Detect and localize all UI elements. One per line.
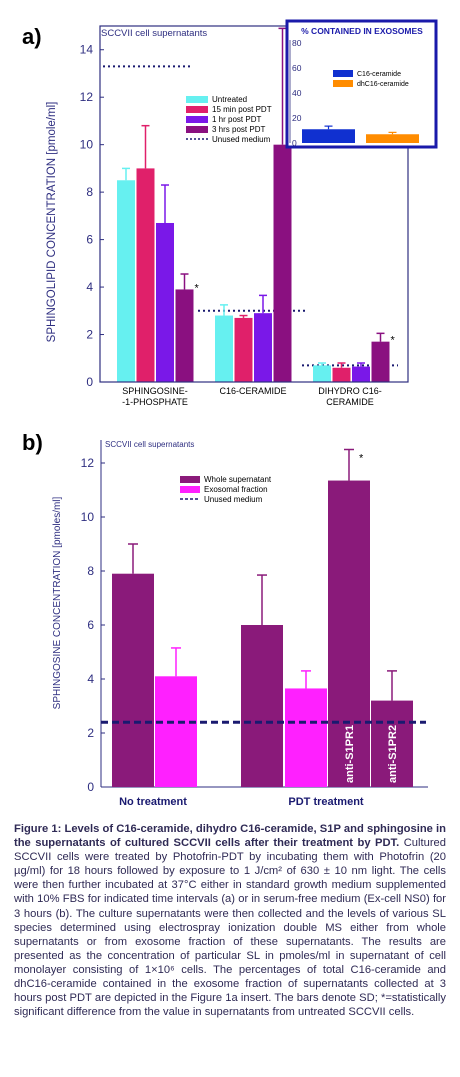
y-tick-label: 12 bbox=[81, 456, 95, 470]
figure-caption: Figure 1: Levels of C16-ceramide, dihydr… bbox=[14, 822, 446, 1019]
bar bbox=[155, 676, 197, 787]
caption-lead: Figure 1: Levels of C16-ceramide, dihydr… bbox=[14, 823, 446, 850]
caption-body: Cultured SCCVII cells were treated by Ph… bbox=[14, 837, 446, 1019]
inset-tick-label: 40 bbox=[292, 88, 302, 98]
y-tick-label: 14 bbox=[80, 43, 94, 57]
legend-swatch bbox=[186, 126, 208, 133]
bar-label: anti-S1PR2 bbox=[387, 725, 399, 783]
y-tick-label: 10 bbox=[80, 138, 94, 152]
bar bbox=[156, 222, 174, 382]
legend-label: Whole supernatant bbox=[204, 475, 272, 484]
inset-legend-label: C16-ceramide bbox=[357, 71, 401, 78]
significance-marker: * bbox=[359, 453, 364, 465]
bar bbox=[175, 289, 194, 382]
inset-legend-swatch bbox=[333, 80, 353, 87]
inset-chart: % CONTAINED IN EXOSOMES 0 20 40 60 80 C16-cer… bbox=[285, 19, 438, 149]
legend-label: 3 hrs post PDT bbox=[212, 125, 265, 134]
legend-swatch bbox=[180, 486, 200, 493]
bar bbox=[215, 315, 233, 382]
legend-label: Untreated bbox=[212, 95, 247, 104]
y-tick-label: 0 bbox=[87, 780, 94, 794]
bar bbox=[117, 180, 135, 382]
plot-frame bbox=[99, 25, 409, 383]
y-tick-label: 2 bbox=[87, 726, 94, 740]
y-tick-label: 8 bbox=[86, 185, 93, 199]
bar bbox=[332, 367, 351, 382]
bar bbox=[328, 480, 370, 787]
bar bbox=[241, 625, 283, 787]
y-tick-label: 12 bbox=[80, 90, 94, 104]
panel-a-ylabel: SPHINGOLIPID CONCENTRATION [pmole/ml] bbox=[46, 102, 58, 343]
bar bbox=[273, 144, 292, 382]
legend-label: Unused medium bbox=[204, 495, 263, 504]
inset-bar bbox=[302, 129, 355, 143]
legend-label: 1 hr post PDT bbox=[212, 115, 261, 124]
inset-tick-label: 20 bbox=[292, 113, 302, 123]
y-tick-label: 0 bbox=[86, 375, 93, 389]
inset-legend-label: dhC16-ceramide bbox=[357, 81, 409, 88]
category-label: CERAMIDE bbox=[326, 397, 374, 407]
panel-b-ylabel: SPHINGOSINE CONCENTRATION [pmoles/ml] bbox=[52, 496, 63, 709]
y-axis-ticks: 0 2 4 6 8 10 12 14 bbox=[80, 43, 104, 389]
chart-a: a) SCCVII cell supernatants SPHINGOLIPID… bbox=[22, 19, 438, 407]
panel-a-label: a) bbox=[22, 24, 42, 49]
inset-legend-swatch bbox=[333, 70, 353, 77]
bar bbox=[112, 573, 154, 787]
bar bbox=[313, 365, 331, 382]
panel-b-label: b) bbox=[22, 430, 43, 455]
legend-label: Unused medium bbox=[212, 135, 271, 144]
bar-label: anti-S1PR1 bbox=[344, 725, 356, 783]
inset-tick-label: 80 bbox=[292, 38, 302, 48]
group-label-pdt-treatment: PDT treatment bbox=[288, 796, 364, 808]
inset-tick-label: 0 bbox=[292, 138, 297, 148]
panel-b-subtitle: SCCVII cell supernatants bbox=[105, 440, 194, 449]
legend-label: 15 min post PDT bbox=[212, 105, 272, 114]
legend-swatch bbox=[180, 476, 200, 483]
y-tick-label: 2 bbox=[86, 328, 93, 342]
significance-marker: * bbox=[195, 282, 200, 294]
bar bbox=[285, 688, 327, 787]
inset-bar bbox=[366, 134, 419, 143]
y-tick-label: 8 bbox=[87, 564, 94, 578]
inset-title: % CONTAINED IN EXOSOMES bbox=[301, 26, 423, 36]
bar bbox=[352, 366, 370, 382]
bar-marks: *** bbox=[117, 27, 396, 382]
category-label: -1-PHOSPHATE bbox=[122, 397, 188, 407]
bar-marks: * anti-S1PR1 anti-S1PR2 bbox=[112, 448, 413, 787]
category-labels: SPHINGOSINE--1-PHOSPHATE C16-CERAMIDE DIHY… bbox=[122, 386, 382, 407]
y-tick-label: 6 bbox=[86, 233, 93, 247]
bar bbox=[136, 168, 155, 382]
legend-swatch bbox=[186, 96, 208, 103]
inset-frame bbox=[285, 19, 438, 149]
panel-a-subtitle: SCCVII cell supernatants bbox=[101, 28, 207, 39]
y-tick-label: 4 bbox=[87, 672, 94, 686]
inset-tick-label: 60 bbox=[292, 63, 302, 73]
y-axis-ticks: 0 2 4 6 8 10 12 bbox=[81, 456, 105, 794]
y-tick-label: 10 bbox=[81, 510, 95, 524]
chart-b: b) SCCVII cell supernatants SPHINGOSINE … bbox=[22, 430, 428, 808]
significance-marker: * bbox=[391, 335, 396, 347]
category-label: C16-CERAMIDE bbox=[219, 386, 286, 396]
category-label: DIHYDRO C16- bbox=[318, 386, 382, 396]
group-label-no-treatment: No treatment bbox=[119, 796, 187, 808]
bar bbox=[371, 341, 390, 382]
y-tick-label: 6 bbox=[87, 618, 94, 632]
bar bbox=[371, 700, 413, 787]
legend-label: Exosomal fraction bbox=[204, 485, 268, 494]
legend-swatch bbox=[186, 116, 208, 123]
category-label: SPHINGOSINE- bbox=[122, 386, 188, 396]
bar bbox=[234, 317, 253, 382]
y-tick-label: 4 bbox=[86, 280, 93, 294]
legend-swatch bbox=[186, 106, 208, 113]
bar bbox=[254, 313, 272, 382]
